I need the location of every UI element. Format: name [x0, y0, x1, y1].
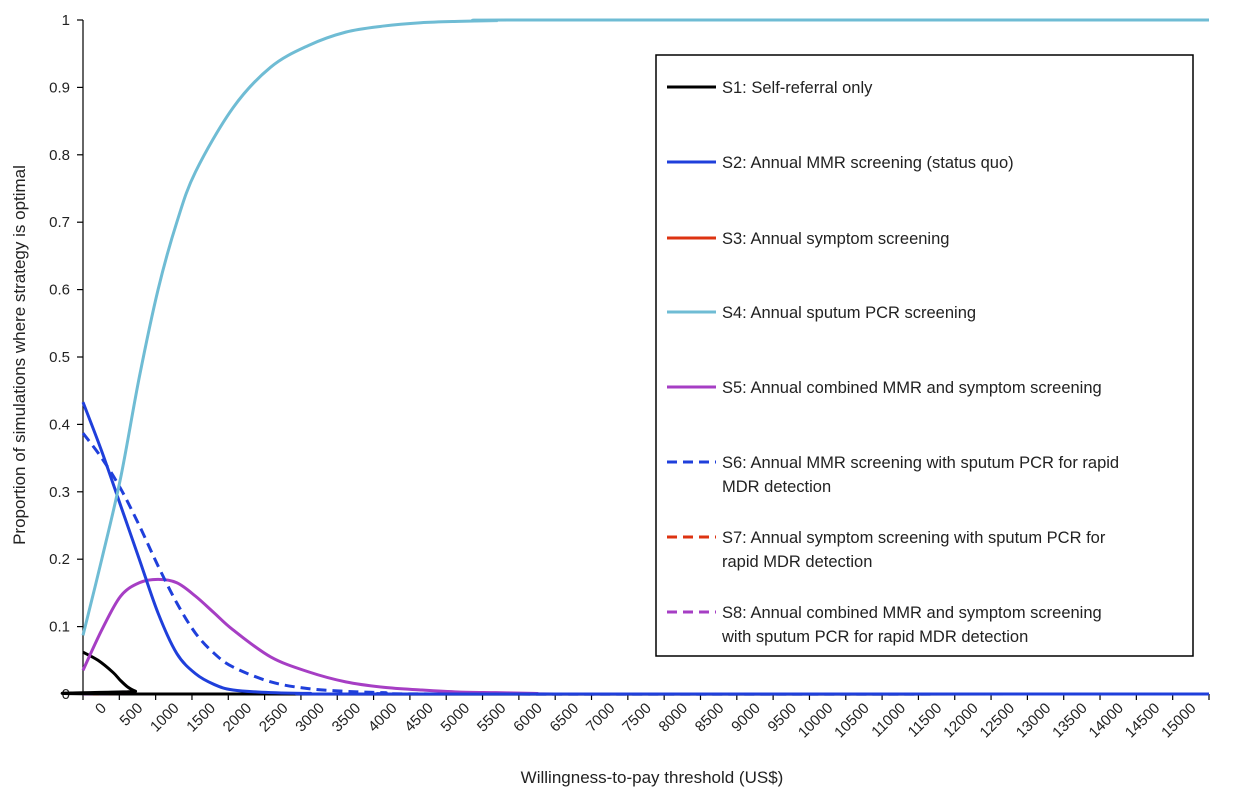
y-axis-title: Proportion of simulations where strategy…	[10, 165, 29, 545]
x-tick-label: 5500	[474, 700, 510, 736]
y-tick-label: 0.6	[49, 282, 70, 299]
legend: S1: Self-referral only S2: Annual MMR scr…	[655, 54, 1194, 657]
y-tick-label: 0.8	[49, 147, 70, 164]
x-tick-label: 13500	[1049, 700, 1091, 742]
legend-label-s6: MDR detection	[722, 478, 831, 496]
x-tick-label: 0	[92, 700, 110, 718]
legend-label-s8: with sputum PCR for rapid MDR detection	[721, 628, 1028, 646]
x-tick-label: 13000	[1013, 700, 1055, 742]
y-tick-label: 1	[62, 12, 70, 29]
legend-label-s1: S1: Self-referral only	[722, 79, 873, 97]
x-tick-label: 14500	[1122, 700, 1164, 742]
series-layer	[60, 18, 1210, 696]
x-tick-label: 3500	[329, 700, 365, 736]
legend-label-s5: S5: Annual combined MMR and symptom scre…	[722, 379, 1102, 397]
series-line-s4	[81, 18, 1210, 636]
x-tick-label: 10000	[795, 700, 837, 742]
x-tick-label: 2500	[256, 700, 292, 736]
x-axis-title: Willingness-to-pay threshold (US$)	[521, 768, 784, 787]
x-tick-label: 11000	[868, 700, 909, 741]
legend-label-s8: S8: Annual combined MMR and symptom scre…	[722, 604, 1102, 622]
x-axis: 0 500 1000 1500 2000 2500 3000 3500 4000 4500 5000…	[82, 693, 1210, 742]
legend-label-s7: S7: Annual symptom screening with sputum…	[722, 529, 1106, 547]
x-tick-label: 8500	[692, 700, 728, 736]
x-tick-label: 9000	[728, 700, 764, 736]
x-tick-label: 7000	[583, 700, 619, 736]
x-tick-label: 4500	[401, 700, 437, 736]
legend-frame	[655, 54, 1194, 657]
y-tick-label: 0.2	[49, 551, 70, 568]
y-tick-label: 0.3	[49, 484, 70, 501]
x-tick-label: 12500	[977, 700, 1019, 742]
y-tick-label: 0.4	[49, 416, 70, 433]
series-line-s1	[60, 650, 1210, 696]
series-line-s6	[81, 432, 1210, 696]
x-tick-label: 15000	[1158, 700, 1200, 742]
y-tick-label: 0.7	[49, 214, 70, 231]
y-tick-label: 0.1	[49, 619, 70, 636]
x-tick-label: 5000	[438, 700, 474, 736]
legend-label-s3: S3: Annual symptom screening	[722, 230, 949, 248]
x-tick-label: 14000	[1086, 700, 1128, 742]
x-tick-label: 3000	[292, 700, 328, 736]
x-tick-label: 12000	[940, 700, 982, 742]
legend-label-s2: S2: Annual MMR screening (status quo)	[722, 154, 1014, 172]
x-tick-label: 1000	[147, 700, 183, 736]
x-tick-label: 500	[117, 700, 147, 730]
legend-label-s4: S4: Annual sputum PCR screening	[722, 304, 976, 322]
x-tick-label: 6500	[547, 700, 583, 736]
y-tick-label: 0.9	[49, 79, 70, 96]
x-tick-label: 7500	[619, 700, 655, 736]
legend-label-s6: S6: Annual MMR screening with sputum PCR…	[722, 454, 1119, 472]
y-axis: 00.10.20.30.40.50.60.70.80.91	[49, 12, 84, 703]
x-tick-label: 4000	[365, 700, 401, 736]
x-tick-label: 11500	[905, 700, 946, 741]
y-tick-label: 0.5	[49, 349, 70, 366]
x-tick-label: 10500	[831, 700, 873, 742]
x-tick-label: 1500	[183, 700, 219, 736]
x-tick-label: 2000	[220, 700, 256, 736]
legend-label-s7: rapid MDR detection	[722, 553, 872, 571]
x-tick-label: 6000	[510, 700, 546, 736]
x-tick-label: 8000	[656, 700, 692, 736]
